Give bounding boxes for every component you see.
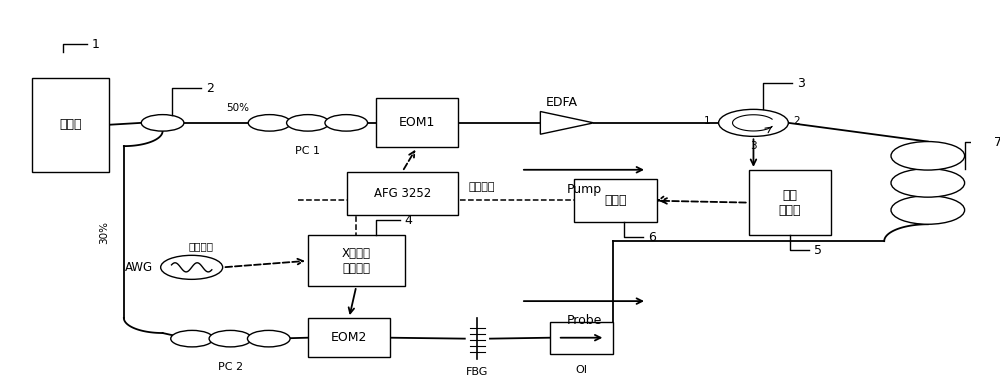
Text: 6: 6 <box>648 231 656 244</box>
Text: Pump: Pump <box>566 183 602 196</box>
Text: 30%: 30% <box>99 220 109 244</box>
Circle shape <box>891 168 965 197</box>
Text: 光电
探测器: 光电 探测器 <box>779 189 801 217</box>
FancyBboxPatch shape <box>308 235 405 286</box>
Text: Probe: Probe <box>566 314 602 327</box>
FancyBboxPatch shape <box>32 78 109 172</box>
Text: 微波输出: 微波输出 <box>188 241 213 252</box>
Text: 3: 3 <box>797 76 805 90</box>
Text: 4: 4 <box>405 214 413 227</box>
Text: FBG: FBG <box>466 367 489 377</box>
Text: AWG: AWG <box>125 261 153 274</box>
FancyBboxPatch shape <box>376 99 458 147</box>
Circle shape <box>891 196 965 224</box>
FancyBboxPatch shape <box>308 318 390 358</box>
Text: PC 2: PC 2 <box>218 362 243 372</box>
Circle shape <box>141 115 184 131</box>
Text: EOM2: EOM2 <box>331 331 367 344</box>
FancyBboxPatch shape <box>550 322 613 354</box>
Circle shape <box>171 330 213 347</box>
Text: 1: 1 <box>92 37 100 50</box>
Text: 激光器: 激光器 <box>59 118 82 131</box>
Text: AFG 3252: AFG 3252 <box>374 187 431 200</box>
Circle shape <box>325 115 368 131</box>
Circle shape <box>287 115 329 131</box>
Text: EDFA: EDFA <box>546 96 578 110</box>
Circle shape <box>161 255 223 279</box>
FancyBboxPatch shape <box>749 170 831 235</box>
Text: X波段上
变频模块: X波段上 变频模块 <box>342 247 371 275</box>
Text: 3: 3 <box>750 141 757 151</box>
Text: EOM1: EOM1 <box>399 117 435 129</box>
Text: 7: 7 <box>994 136 1000 149</box>
Text: 2: 2 <box>793 116 800 126</box>
Text: 同步触发: 同步触发 <box>469 182 495 192</box>
Text: 2: 2 <box>206 82 214 95</box>
Text: PC 1: PC 1 <box>295 146 320 156</box>
Polygon shape <box>540 112 594 134</box>
Text: OI: OI <box>576 365 588 375</box>
Text: 采集卡: 采集卡 <box>604 194 627 207</box>
Circle shape <box>719 109 788 136</box>
Text: 5: 5 <box>814 244 822 257</box>
Text: 1: 1 <box>704 116 711 126</box>
Text: 50%: 50% <box>227 104 250 113</box>
Circle shape <box>891 142 965 170</box>
Circle shape <box>247 330 290 347</box>
FancyBboxPatch shape <box>347 172 458 215</box>
Circle shape <box>248 115 291 131</box>
Circle shape <box>209 330 252 347</box>
FancyBboxPatch shape <box>574 179 657 222</box>
